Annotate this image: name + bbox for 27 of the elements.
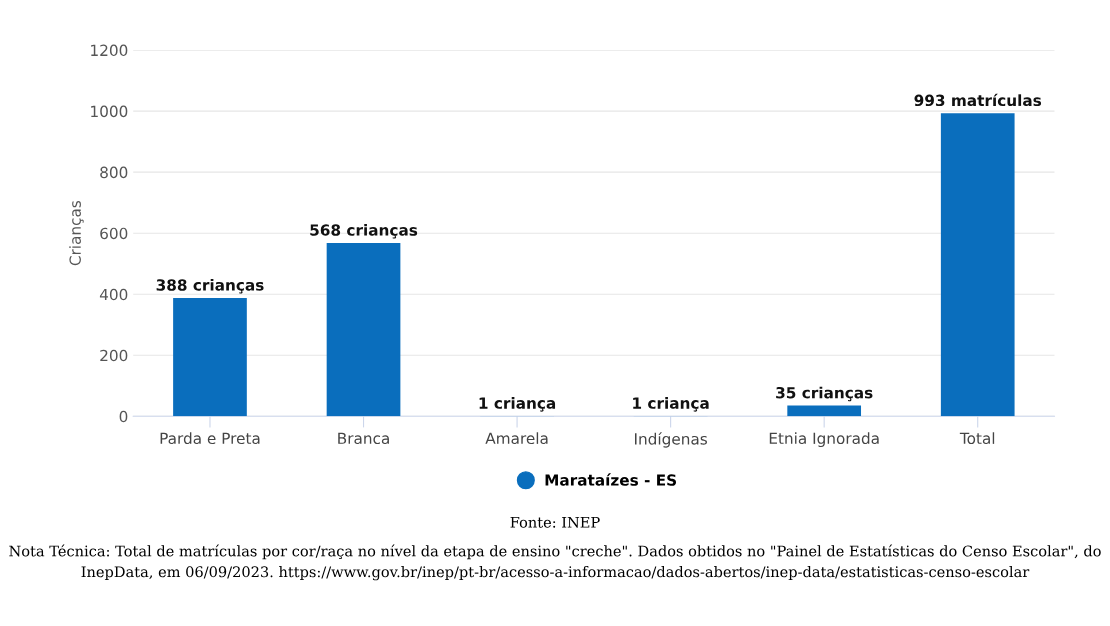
x-tick-label: Branca — [338, 432, 389, 445]
source-note: Fonte: INEP — [510, 516, 600, 528]
data-label: 568 crianças — [310, 224, 418, 239]
x-tick-label: Amarela — [485, 432, 548, 445]
x-tick-label: Etnia Ignorada — [769, 432, 879, 448]
data-label: 388 crianças — [156, 278, 264, 294]
bar — [326, 242, 401, 417]
y-tick-label: 0 — [119, 410, 128, 423]
y-tick-label: 200 — [100, 349, 128, 362]
y-tick-label: 400 — [99, 288, 128, 301]
text: Nota Técnica: Total de matrículas por cor/raça no nível da etapa de ensino "creche". Dados obtidos no "Painel de Estatísticas do Censo Escolar", do InepData, em 06/09/2023. https://www.gov.br/inep/pt-br/acesso-a-informacao/dados-abertos/inep-data/estatisticas-censo-escolar — [9, 544, 1101, 581]
y-tick-label: 800 — [100, 166, 128, 179]
bar — [173, 297, 247, 417]
y-axis-title: Crianças — [69, 200, 84, 266]
data-label: 993 matrículas — [914, 93, 1042, 107]
data-label: 1 criança — [479, 397, 556, 412]
legend-label: Marataízes - ES — [545, 473, 677, 486]
y-tick-label: 1000 — [91, 105, 128, 118]
x-tick-label: Total — [959, 432, 995, 445]
bar — [787, 405, 862, 417]
y-tick-label: 600 — [100, 227, 128, 240]
y-tick-label: 1200 — [91, 44, 128, 57]
x-tick-label: Indígenas — [635, 432, 707, 448]
data-label: 35 crianças — [776, 386, 873, 402]
data-label: 1 criança — [633, 397, 709, 412]
x-tick-label: Parda e Preta — [160, 432, 260, 445]
bar — [940, 113, 1015, 417]
